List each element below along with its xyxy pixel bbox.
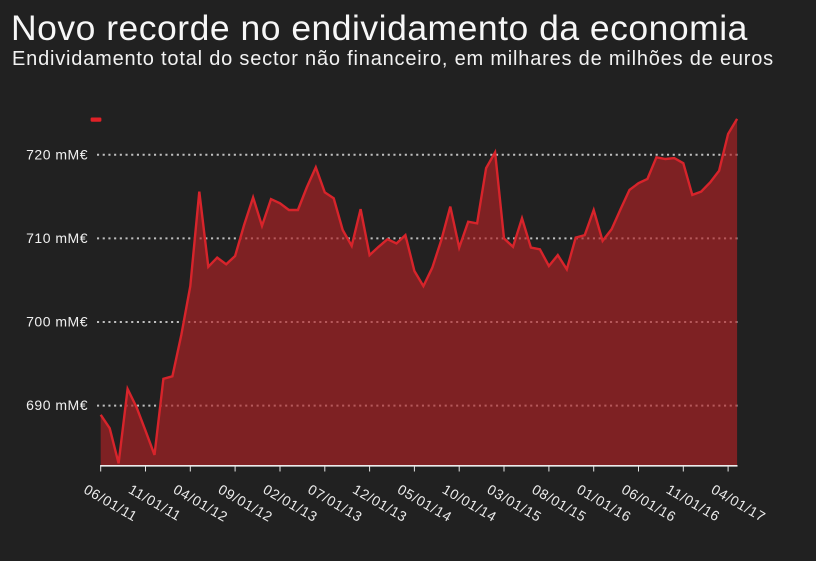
svg-text:690 mM€: 690 mM€ [26,397,88,413]
svg-text:720 mM€: 720 mM€ [26,146,88,162]
svg-text:710 mM€: 710 mM€ [26,230,88,246]
svg-text:700 mM€: 700 mM€ [26,314,88,330]
